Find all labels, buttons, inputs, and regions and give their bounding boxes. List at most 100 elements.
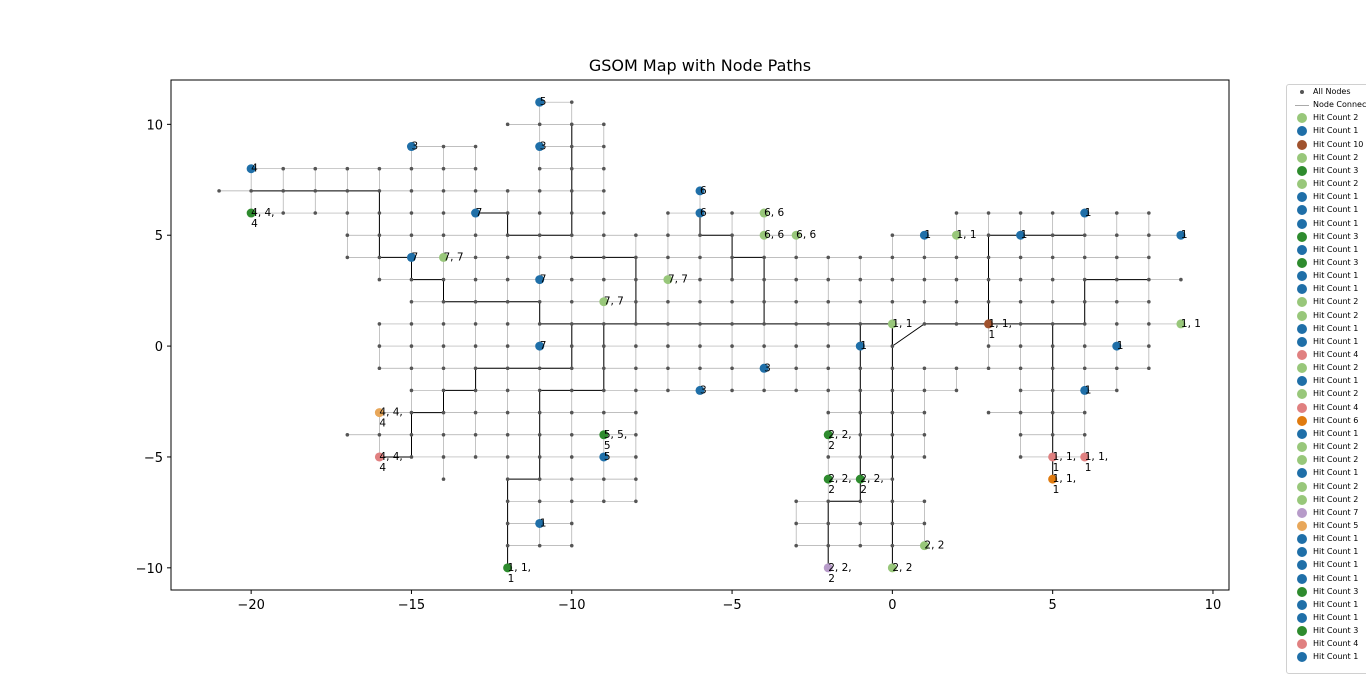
- grid-node: [537, 366, 542, 371]
- legend-circle-marker: [1297, 323, 1307, 334]
- legend-label: Hit Count 5: [1313, 520, 1359, 530]
- legend-label: Hit Count 1: [1313, 271, 1359, 281]
- hit-label: 1: [924, 229, 931, 241]
- grid-node: [666, 233, 670, 238]
- grid-node: [505, 543, 510, 548]
- grid-node: [569, 477, 574, 481]
- x-tick-label: −10: [558, 598, 585, 613]
- grid-node: [762, 344, 766, 348]
- grid-node: [377, 233, 382, 238]
- grid-node: [505, 499, 510, 504]
- legend-circle-marker: [1300, 90, 1304, 94]
- grid-node: [1050, 388, 1055, 393]
- hit-node: [599, 297, 609, 307]
- grid-node: [922, 299, 927, 304]
- grid-node: [826, 521, 831, 526]
- hit-node: [1112, 341, 1122, 351]
- grid-node: [1082, 432, 1087, 437]
- grid-node: [890, 344, 895, 348]
- grid-node: [505, 122, 510, 127]
- grid-node: [698, 255, 702, 260]
- legend-label: Hit Count 2: [1313, 113, 1359, 123]
- legend-circle-marker: [1297, 284, 1307, 295]
- legend-circle-marker: [1297, 428, 1307, 439]
- hit-node: [439, 252, 449, 262]
- legend-circle-marker: [1297, 179, 1307, 190]
- grid-node: [409, 277, 414, 282]
- hit-label: 7, 7: [604, 296, 624, 308]
- hit-label: 2, 2, 2: [860, 473, 883, 496]
- grid-node: [1050, 432, 1055, 437]
- hit-label: 1: [1181, 229, 1188, 241]
- grid-node: [954, 211, 959, 215]
- grid-node: [602, 189, 606, 193]
- grid-node: [377, 432, 382, 437]
- grid-node: [409, 366, 414, 371]
- grid-node: [634, 388, 638, 393]
- legend-label: Hit Count 4: [1313, 639, 1359, 649]
- grid-node: [569, 366, 574, 371]
- grid-node: [634, 233, 638, 238]
- x-tick-label: −15: [398, 598, 425, 613]
- legend-circle-marker: [1297, 494, 1307, 505]
- grid-node: [1147, 322, 1151, 326]
- hit-label: 7: [540, 274, 547, 286]
- hit-label: 3: [411, 141, 418, 153]
- hit-label: 3: [764, 362, 771, 374]
- legend-label: Hit Count 1: [1313, 336, 1359, 346]
- legend-circle-marker: [1297, 573, 1307, 584]
- hit-node: [823, 430, 833, 440]
- grid-node: [537, 432, 542, 437]
- legend-label: Hit Count 1: [1313, 126, 1359, 136]
- grid-node: [1114, 366, 1119, 371]
- legend-label: Hit Count 1: [1313, 534, 1359, 544]
- grid-node: [569, 277, 574, 282]
- legend-circle-marker: [1297, 455, 1307, 466]
- y-tick-label: 5: [155, 229, 163, 244]
- grid-node: [505, 211, 510, 215]
- grid-node: [441, 233, 446, 238]
- grid-node: [473, 277, 478, 282]
- grid-node: [409, 388, 414, 393]
- hit-label: 6, 6: [764, 207, 784, 219]
- legend-label: Hit Count 1: [1313, 284, 1359, 294]
- grid-node: [505, 388, 510, 393]
- legend-label: Hit Count 1: [1313, 599, 1359, 609]
- grid-node: [1050, 277, 1055, 282]
- legend-circle-marker: [1297, 402, 1307, 413]
- grid-node: [281, 211, 286, 215]
- hit-label: 7: [411, 251, 418, 263]
- y-axis: −10 −5 0 5 10: [136, 118, 171, 577]
- grid-node: [1018, 432, 1023, 437]
- grid-node: [890, 432, 895, 437]
- legend-label: Hit Count 2: [1313, 297, 1359, 307]
- chart-title: GSOM Map with Node Paths: [589, 56, 811, 75]
- grid-node: [666, 344, 670, 348]
- legend-circle-marker: [1297, 165, 1307, 176]
- grid-node: [377, 366, 382, 371]
- hit-node: [791, 230, 801, 240]
- grid-node: [730, 366, 734, 371]
- grid-node: [473, 189, 478, 193]
- grid-node: [794, 299, 798, 304]
- hit-label: 7, 7: [444, 251, 464, 263]
- grid-node: [602, 388, 606, 393]
- grid-node: [441, 432, 446, 437]
- grid-node: [858, 543, 863, 548]
- legend-circle-marker: [1297, 481, 1307, 492]
- grid-node: [986, 366, 991, 371]
- grid-node: [762, 277, 766, 282]
- hit-label: 2, 2: [892, 562, 912, 574]
- hit-node: [887, 319, 897, 329]
- grid-node: [377, 255, 382, 260]
- hit-label: 3: [700, 384, 707, 396]
- hit-node: [599, 452, 609, 462]
- grid-node: [441, 299, 446, 304]
- legend-label: Node Connections: [1313, 100, 1366, 110]
- grid-node: [1147, 233, 1151, 238]
- grid-node: [762, 255, 766, 260]
- grid-node: [441, 477, 446, 481]
- grid-node: [986, 344, 991, 348]
- hit-node: [1048, 474, 1058, 484]
- hit-labels: 5 3 3 4 4, 4, 4 7 6 6 6, 6 6, 6 6, 6 7 7, 7 7 7, 7 7, 7 7…: [251, 96, 1201, 585]
